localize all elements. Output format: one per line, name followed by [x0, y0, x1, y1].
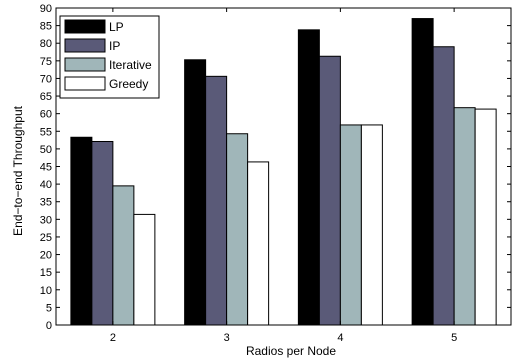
- y-tick-label: 5: [46, 302, 52, 314]
- x-tick-label: 5: [451, 332, 457, 344]
- y-tick-label: 55: [40, 126, 52, 138]
- bar-ip-2: [91, 140, 114, 326]
- y-tick-label: 30: [40, 214, 52, 226]
- bar-iterative-2: [112, 185, 135, 326]
- y-tick-label: 25: [40, 232, 52, 244]
- legend-label-lp: LP: [109, 20, 124, 34]
- y-tick-label: 50: [40, 144, 52, 156]
- legend-label-iterative: Iterative: [109, 58, 152, 72]
- bar-greedy-4: [360, 124, 383, 326]
- y-tick-label: 80: [40, 38, 52, 50]
- x-axis-ticks: 2 3 4 5: [110, 8, 457, 344]
- bar-ip-4: [318, 55, 341, 326]
- bar-greedy-2: [133, 213, 156, 326]
- x-axis-label: Radios per Node: [246, 344, 336, 358]
- y-tick-label: 0: [46, 320, 52, 332]
- x-tick-label: 4: [337, 332, 343, 344]
- bar-iterative-4: [339, 124, 362, 326]
- bar-ip-5: [432, 46, 455, 326]
- y-tick-label: 45: [40, 162, 52, 174]
- x-tick-label: 2: [110, 332, 116, 344]
- y-tick-label: 70: [40, 73, 52, 85]
- x-tick-label: 3: [224, 332, 230, 344]
- bar-greedy-3: [247, 161, 270, 326]
- legend-swatch-iterative: [64, 57, 106, 72]
- y-tick-label: 35: [40, 197, 52, 209]
- bars: [70, 18, 497, 326]
- legend-swatch-greedy: [64, 76, 106, 91]
- bar-greedy-5: [474, 108, 497, 326]
- legend: LP IP Iterative Greedy: [59, 15, 160, 99]
- bar-iterative-5: [453, 107, 476, 326]
- y-tick-label: 40: [40, 179, 52, 191]
- y-axis-label: End−to−end Throughput: [11, 105, 25, 236]
- bar-lp-3: [184, 59, 207, 326]
- legend-label-greedy: Greedy: [109, 77, 148, 91]
- bar-lp-4: [297, 29, 320, 326]
- y-tick-label: 85: [40, 21, 52, 33]
- bar-lp-5: [411, 18, 434, 326]
- y-tick-label: 90: [40, 3, 52, 15]
- y-tick-label: 10: [40, 285, 52, 297]
- legend-swatch-lp: [64, 19, 106, 34]
- legend-label-ip: IP: [109, 39, 120, 53]
- bar-lp-2: [70, 136, 93, 326]
- y-tick-label: 20: [40, 250, 52, 262]
- y-tick-label: 75: [40, 56, 52, 68]
- y-axis-ticks: 0 5 10 15 20 25 30 35 40 45 50 55 60 65 70 75 80 85 90: [40, 3, 511, 332]
- legend-swatch-ip: [64, 38, 106, 53]
- y-tick-label: 60: [40, 109, 52, 121]
- y-tick-label: 15: [40, 267, 52, 279]
- bar-ip-3: [205, 75, 228, 326]
- y-tick-label: 65: [40, 91, 52, 103]
- bar-iterative-3: [226, 133, 249, 326]
